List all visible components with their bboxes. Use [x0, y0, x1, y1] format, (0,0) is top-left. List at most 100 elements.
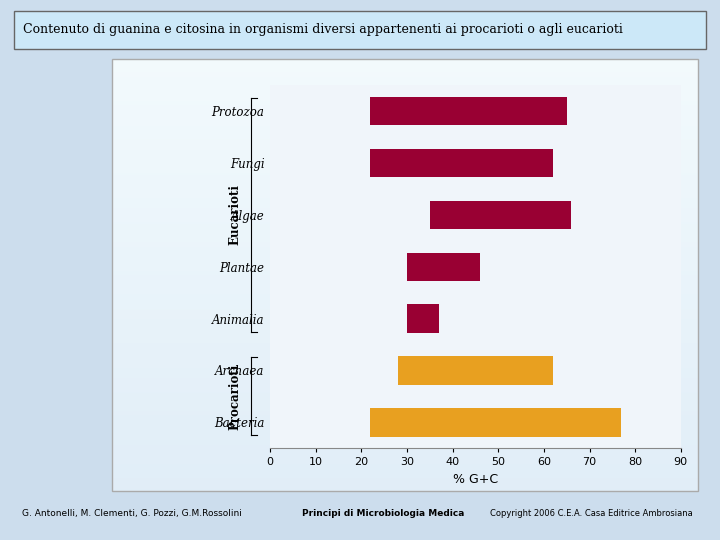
Bar [112, 237, 698, 238]
Bar [112, 450, 698, 451]
Bar [112, 61, 698, 62]
Bar [112, 252, 698, 254]
Bar [112, 219, 698, 221]
Bar [112, 382, 698, 383]
Bar [112, 362, 698, 363]
Bar [112, 186, 698, 187]
Bar [112, 434, 698, 435]
Bar [112, 205, 698, 206]
Bar [112, 199, 698, 200]
Bar [112, 74, 698, 75]
Bar [112, 156, 698, 157]
Bar [112, 409, 698, 411]
Bar [112, 215, 698, 217]
Bar [112, 340, 698, 342]
Bar [112, 370, 698, 372]
Bar [112, 471, 698, 472]
Bar [112, 196, 698, 198]
Bar [112, 170, 698, 172]
Bar [112, 447, 698, 448]
Bar [112, 389, 698, 390]
Bar [112, 359, 698, 360]
Bar [112, 388, 698, 389]
Bar [112, 288, 698, 290]
Bar [112, 369, 698, 370]
Bar [112, 350, 698, 352]
Bar [112, 394, 698, 395]
Bar [112, 133, 698, 134]
Bar [112, 291, 698, 293]
Bar [112, 360, 698, 362]
Bar [112, 392, 698, 394]
Bar [112, 429, 698, 431]
Bar [112, 204, 698, 205]
Bar [112, 212, 698, 213]
Bar [112, 306, 698, 307]
Bar [112, 403, 698, 405]
Bar [112, 312, 698, 313]
Bar [112, 81, 698, 83]
Bar [112, 375, 698, 376]
Bar [112, 105, 698, 107]
Bar [112, 280, 698, 281]
Bar [112, 245, 698, 247]
Bar [112, 173, 698, 174]
Bar [112, 437, 698, 438]
Bar [112, 314, 698, 316]
Bar [112, 200, 698, 202]
Bar [112, 206, 698, 208]
Bar [112, 96, 698, 97]
Bar [112, 141, 698, 143]
Bar [112, 294, 698, 295]
Bar [112, 379, 698, 381]
Bar [112, 303, 698, 304]
Bar [112, 401, 698, 402]
Bar [112, 293, 698, 294]
Bar [112, 363, 698, 364]
Bar [112, 412, 698, 414]
Bar [112, 420, 698, 421]
Bar [112, 297, 698, 299]
Bar [112, 88, 698, 90]
Bar [112, 325, 698, 326]
Bar [112, 256, 698, 258]
Bar [112, 154, 698, 156]
Bar [112, 110, 698, 111]
Bar [112, 251, 698, 252]
Bar [112, 144, 698, 146]
Bar [112, 104, 698, 105]
Bar [112, 481, 698, 483]
Bar [112, 172, 698, 173]
Bar [112, 94, 698, 96]
Bar [112, 83, 698, 84]
Bar [112, 383, 698, 385]
Bar [112, 124, 698, 126]
Text: G. Antonelli, M. Clementi, G. Pozzi, G.M.Rossolini: G. Antonelli, M. Clementi, G. Pozzi, G.M… [22, 509, 241, 518]
Bar [112, 265, 698, 267]
Bar [112, 213, 698, 215]
Bar [112, 364, 698, 366]
Bar [112, 228, 698, 230]
Bar [112, 72, 698, 74]
Bar [112, 478, 698, 480]
Bar [112, 161, 698, 163]
Bar [112, 139, 698, 140]
Bar [112, 209, 698, 211]
Bar [112, 189, 698, 191]
Bar [112, 221, 698, 222]
Bar [112, 134, 698, 136]
Bar [112, 241, 698, 242]
Bar [112, 235, 698, 237]
Bar [112, 308, 698, 310]
Bar [112, 137, 698, 139]
Bar [112, 66, 698, 68]
Bar [112, 249, 698, 251]
Bar [112, 438, 698, 440]
Bar [112, 286, 698, 287]
Bar [112, 85, 698, 87]
Bar [112, 470, 698, 471]
Bar [112, 476, 698, 477]
Bar [112, 224, 698, 225]
Bar [112, 183, 698, 185]
Bar [407, 305, 439, 333]
